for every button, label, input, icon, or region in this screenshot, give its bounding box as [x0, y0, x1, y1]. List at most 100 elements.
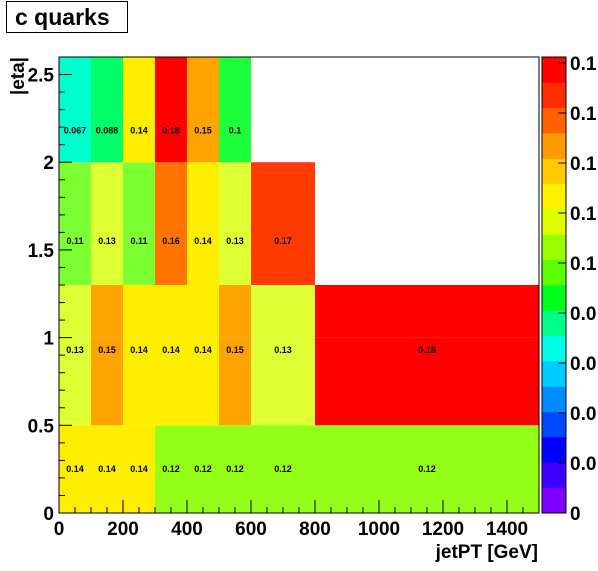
cell-value-label: 0.13: [98, 236, 116, 246]
cell-value-label: 0.14: [66, 464, 84, 474]
y-tick-label: 2: [43, 153, 54, 174]
palette-tick-label: 0.1: [570, 204, 597, 225]
heatmap-cell: [251, 337, 315, 426]
palette-tick-label: 0.1: [570, 104, 597, 125]
x-tick-label: 800: [299, 519, 331, 540]
x-tick-label: 200: [107, 519, 139, 540]
heatmap-cell: [123, 425, 155, 513]
heatmap-cell: [187, 285, 219, 338]
palette-swatch: [542, 57, 566, 83]
palette-tick-label: 0.1: [570, 154, 597, 175]
heatmap-cell: [315, 285, 539, 338]
y-tick-label: 0: [43, 504, 54, 525]
palette-swatch: [542, 259, 566, 286]
palette-swatch: [542, 437, 566, 463]
heatmap-cell: [219, 425, 251, 513]
color-palette: [541, 56, 567, 514]
heatmap-cell: [155, 337, 187, 426]
cell-value-label: 0.14: [194, 345, 212, 355]
heatmap-cell: [91, 337, 123, 426]
cell-value-label: 0.12: [162, 464, 180, 474]
palette-swatch: [542, 310, 566, 337]
heatmap-cell: [251, 425, 315, 513]
cell-value-label: 0.12: [226, 464, 244, 474]
cell-value-label: 0.11: [66, 236, 83, 246]
cell-value-label: 0.1: [229, 126, 242, 136]
x-tick-label: 1200: [422, 519, 464, 540]
palette-swatch: [542, 158, 566, 185]
heatmap-cell: [219, 162, 251, 285]
heatmap-cell: [91, 57, 123, 163]
palette-tick-label: 0.0: [570, 304, 596, 325]
palette-swatch: [542, 107, 566, 134]
palette-swatch: [542, 234, 566, 261]
cell-value-label: 0.13: [226, 236, 244, 246]
palette-swatch: [542, 133, 566, 159]
palette-swatch: [542, 462, 566, 489]
palette-tick-label: 0.1: [570, 54, 597, 75]
heatmap-cell: [251, 285, 315, 338]
cell-value-label: 0.14: [130, 126, 148, 136]
cell-value-label: 0.12: [274, 464, 292, 474]
cell-value-label: 0.12: [194, 464, 212, 474]
palette-swatch: [542, 183, 566, 210]
heatmap-cell: [187, 57, 219, 163]
palette-swatch: [542, 361, 566, 387]
heatmap-cell: [187, 425, 219, 513]
palette-tick-label: 0.1: [570, 254, 597, 275]
cell-value-label: 0.15: [226, 345, 244, 355]
heatmap-cell: [91, 425, 123, 513]
heatmap-cell: [219, 57, 251, 163]
heatmap-cell: [123, 337, 155, 426]
heatmap-cell: [59, 425, 91, 513]
y-tick-label: 2.5: [28, 66, 55, 87]
y-axis-title: |eta|: [8, 57, 29, 95]
heatmap-cell: [155, 425, 187, 513]
palette-tick-label: 0.0: [570, 454, 596, 475]
cell-value-label: 0.17: [274, 236, 292, 246]
cell-value-label: 0.16: [162, 236, 180, 246]
heatmap-cell: [219, 337, 251, 426]
heatmap-cell: [155, 285, 187, 338]
heatmap-cell: [91, 285, 123, 338]
heatmap-cell: [59, 162, 91, 285]
cell-value-label: 0.13: [66, 345, 84, 355]
cell-value-label: 0.15: [194, 126, 212, 136]
palette-swatch: [542, 386, 566, 413]
heatmap-cell: [123, 162, 155, 285]
palette-frame: [541, 56, 567, 514]
palette-labels: 0 0.0 0.0 0.0 0.0 0.1 0.1 0.1 0.1 0.1: [558, 54, 597, 525]
heatmap-cell: [251, 162, 315, 285]
cell-value-label: 0.13: [274, 345, 292, 355]
palette-swatch: [542, 335, 566, 362]
heatmap-cell: [155, 162, 187, 285]
heatmap-cell: [187, 337, 219, 426]
x-axis-title: jetPT [GeV]: [435, 542, 538, 563]
palette-tick-label: 0: [570, 504, 581, 525]
cell-value-label: 0.14: [98, 464, 116, 474]
palette-swatch: [542, 411, 566, 438]
heatmap-cell: [155, 57, 187, 163]
palette-tick-label: 0.0: [570, 354, 596, 375]
cell-value-label: 0.067: [64, 126, 87, 136]
cell-value-label: 0.14: [162, 345, 180, 355]
palette-swatch: [542, 285, 566, 311]
x-tick-label: 600: [235, 519, 267, 540]
x-tick-label: 1000: [358, 519, 400, 540]
heatmap-cell: [315, 337, 539, 426]
cell-value-label: 0.14: [130, 464, 148, 474]
heatmap-cell: [219, 285, 251, 338]
x-tick-label: 0: [54, 519, 65, 540]
heatmap-cell: [315, 425, 539, 513]
x-axis: 0 200 400 600 800 1000 1200 1400: [54, 500, 540, 540]
y-tick-label: 1: [43, 329, 54, 350]
heatmap-cell: [123, 285, 155, 338]
y-tick-label: 0.5: [28, 416, 55, 437]
cell-value-label: 0.088: [96, 126, 119, 136]
y-axis: 0 0.5 1 1.5 2 2.5: [28, 56, 72, 525]
palette-tick-label: 0.0: [570, 404, 596, 425]
palette-swatch: [542, 82, 566, 109]
x-tick-label: 1400: [486, 519, 528, 540]
heatmap-cell-labels: 0.14 0.14 0.14 0.12 0.12 0.12 0.12 0.12 0.13 0.15…: [64, 126, 436, 474]
